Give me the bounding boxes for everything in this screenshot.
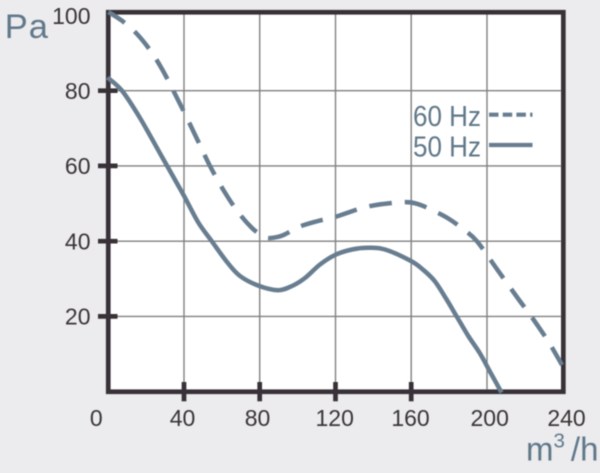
svg-text:200: 200 <box>471 405 509 431</box>
svg-text:0: 0 <box>90 405 103 431</box>
svg-text:160: 160 <box>391 405 429 431</box>
svg-text:60: 60 <box>65 153 91 179</box>
svg-text:60 Hz: 60 Hz <box>413 101 481 133</box>
svg-text:120: 120 <box>316 405 354 431</box>
svg-text:40: 40 <box>65 228 91 254</box>
svg-text:50 Hz: 50 Hz <box>413 132 481 164</box>
svg-text:240: 240 <box>547 405 585 431</box>
svg-text:Pa: Pa <box>5 8 49 46</box>
svg-text:40: 40 <box>170 405 196 431</box>
svg-text:m3/h: m3/h <box>526 430 598 468</box>
svg-text:80: 80 <box>245 405 271 431</box>
svg-text:100: 100 <box>52 3 90 29</box>
svg-text:20: 20 <box>65 304 91 330</box>
svg-text:80: 80 <box>65 78 91 104</box>
